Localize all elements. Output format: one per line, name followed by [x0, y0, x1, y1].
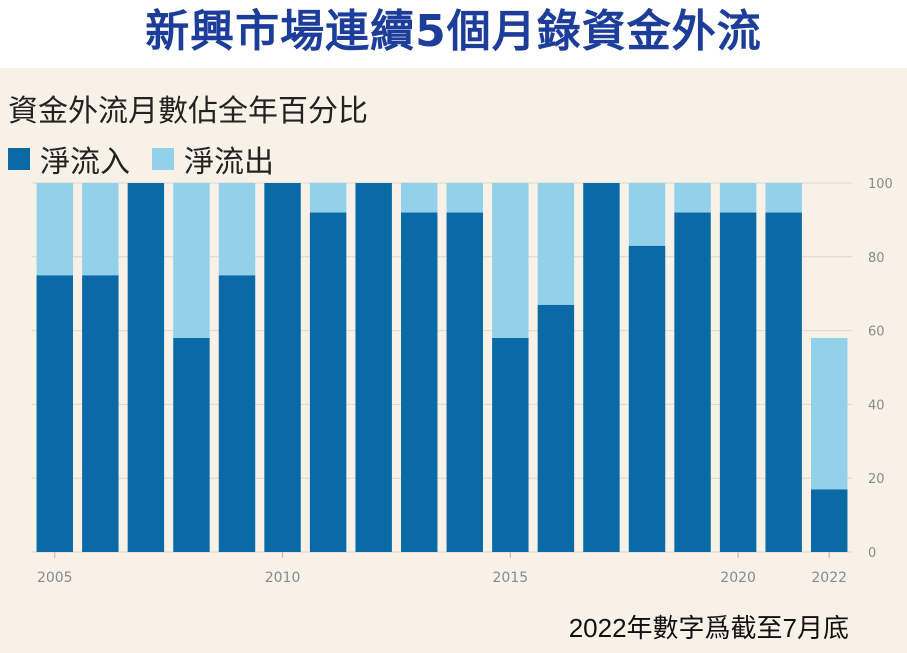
legend: 淨流入 淨流出 [8, 142, 296, 180]
bar-outflow [36, 183, 73, 276]
x-tick-label: 2020 [720, 570, 756, 586]
bar-outflow [628, 183, 666, 246]
bar-outflow [218, 183, 256, 276]
bar-chart: 0 20 40 60 80 100 2005 2010 2015 2020 2022 [32, 177, 893, 586]
x-tick-label: 2010 [265, 570, 301, 586]
bar-outflow [309, 183, 347, 213]
bar-inflow [218, 275, 256, 552]
bar-inflow [355, 183, 392, 552]
bar-inflow [264, 183, 301, 552]
bar-inflow [719, 212, 757, 552]
legend-item-outflow: 淨流出 [152, 137, 274, 181]
bar-inflow [446, 212, 483, 552]
y-tick-label: 80 [868, 251, 885, 266]
headline: 新興市場連續5個月錄資金外流 [0, 0, 907, 68]
legend-label-inflow: 淨流入 [40, 145, 130, 180]
bar-outflow [82, 183, 119, 276]
bar-outflow [537, 183, 575, 305]
bar-inflow [127, 183, 165, 552]
bar-inflow [309, 212, 347, 552]
legend-swatch-outflow [152, 148, 174, 170]
bar-outflow [173, 183, 210, 338]
bar-inflow [583, 183, 620, 552]
bar-outflow [811, 337, 848, 490]
bar-outflow [446, 183, 483, 213]
bar-outflow [401, 183, 438, 213]
footnote: 2022年數字爲截至7月底 [568, 613, 849, 643]
y-tick-label: 0 [868, 546, 876, 561]
y-tick-label: 20 [868, 472, 885, 487]
y-tick-label: 60 [868, 325, 885, 340]
bar-inflow [401, 212, 438, 552]
chart-title: 資金外流月數佔全年百分比 [8, 94, 368, 129]
bar-inflow [628, 245, 666, 553]
bar-inflow [811, 489, 848, 552]
x-tick-label: 2015 [493, 570, 529, 586]
y-tick-label: 100 [868, 177, 893, 192]
bar-inflow [765, 212, 802, 552]
bar-outflow [765, 183, 802, 213]
bar-inflow [36, 275, 73, 552]
x-tick-label: 2005 [37, 570, 73, 586]
bar-outflow [674, 183, 711, 213]
chart-panel: 資金外流月數佔全年百分比 淨流入 淨流出 0 20 40 60 80 100 2005 201… [0, 68, 907, 653]
bar-inflow [173, 337, 210, 552]
bar-outflow [719, 183, 757, 213]
legend-label-outflow: 淨流出 [184, 145, 274, 180]
bar-inflow [492, 337, 529, 552]
x-tick-label: 2022 [811, 570, 847, 586]
bar-inflow [82, 275, 119, 552]
legend-swatch-inflow [8, 148, 30, 170]
bar-inflow [537, 304, 575, 552]
bar-outflow [492, 183, 529, 338]
y-tick-label: 40 [868, 398, 885, 413]
legend-item-inflow: 淨流入 [8, 137, 130, 181]
bar-inflow [674, 212, 711, 552]
